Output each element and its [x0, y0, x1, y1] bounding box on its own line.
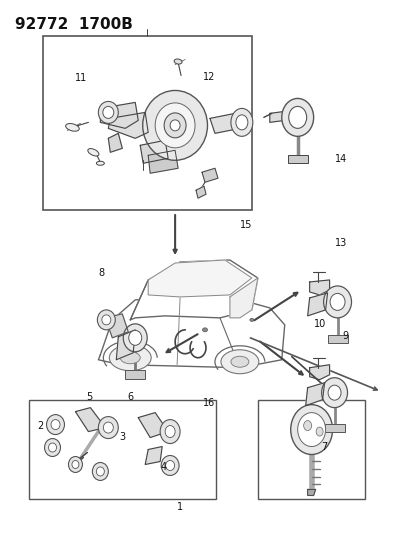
Ellipse shape — [329, 294, 344, 310]
Text: 4: 4 — [160, 463, 166, 472]
Polygon shape — [269, 111, 284, 123]
Bar — [287, 155, 307, 163]
Ellipse shape — [102, 107, 114, 118]
Ellipse shape — [72, 461, 79, 469]
Ellipse shape — [48, 443, 56, 452]
Polygon shape — [202, 168, 217, 182]
Polygon shape — [305, 383, 324, 406]
Polygon shape — [130, 260, 257, 320]
Ellipse shape — [128, 330, 141, 345]
Polygon shape — [105, 314, 128, 338]
Ellipse shape — [142, 91, 207, 160]
Ellipse shape — [92, 463, 108, 480]
Polygon shape — [116, 330, 135, 360]
Text: 15: 15 — [240, 220, 252, 230]
Polygon shape — [307, 489, 315, 495]
Ellipse shape — [303, 421, 311, 431]
Text: 16: 16 — [202, 398, 215, 408]
Text: 7: 7 — [320, 442, 327, 452]
Ellipse shape — [235, 115, 247, 130]
Polygon shape — [140, 140, 168, 163]
Bar — [257, 400, 365, 499]
Ellipse shape — [98, 101, 118, 123]
Ellipse shape — [161, 456, 179, 475]
Ellipse shape — [290, 405, 332, 455]
Polygon shape — [196, 186, 206, 198]
Bar — [324, 424, 344, 432]
Text: 3: 3 — [119, 432, 125, 442]
Ellipse shape — [103, 422, 113, 433]
Polygon shape — [108, 112, 148, 139]
Ellipse shape — [97, 310, 115, 330]
Polygon shape — [309, 365, 329, 379]
Ellipse shape — [98, 417, 118, 439]
Polygon shape — [309, 280, 329, 295]
Polygon shape — [145, 447, 162, 464]
Ellipse shape — [327, 385, 340, 400]
Ellipse shape — [109, 345, 151, 371]
Bar — [125, 370, 145, 379]
Ellipse shape — [297, 413, 325, 447]
Ellipse shape — [45, 439, 60, 456]
Text: 2: 2 — [37, 421, 43, 431]
Polygon shape — [75, 408, 105, 432]
Ellipse shape — [174, 59, 182, 64]
Ellipse shape — [221, 350, 258, 374]
Ellipse shape — [202, 328, 207, 332]
Ellipse shape — [230, 108, 252, 136]
Bar — [43, 36, 251, 210]
Ellipse shape — [51, 419, 60, 430]
Ellipse shape — [170, 120, 180, 131]
Text: 8: 8 — [98, 269, 104, 278]
Ellipse shape — [323, 286, 351, 318]
Ellipse shape — [249, 318, 253, 321]
Ellipse shape — [316, 427, 322, 436]
Ellipse shape — [155, 103, 195, 148]
Polygon shape — [307, 293, 327, 316]
Polygon shape — [100, 102, 138, 128]
Ellipse shape — [66, 124, 79, 131]
Ellipse shape — [68, 456, 82, 472]
Text: 12: 12 — [202, 72, 215, 82]
Polygon shape — [108, 133, 122, 152]
Ellipse shape — [165, 461, 174, 471]
Ellipse shape — [96, 467, 104, 476]
Ellipse shape — [102, 315, 111, 325]
Text: 6: 6 — [127, 392, 133, 402]
Polygon shape — [98, 297, 284, 368]
Polygon shape — [229, 278, 257, 318]
Ellipse shape — [120, 352, 140, 364]
Bar — [28, 400, 216, 499]
Polygon shape — [138, 413, 168, 438]
Polygon shape — [148, 150, 178, 173]
Text: 10: 10 — [313, 319, 326, 329]
Polygon shape — [209, 114, 239, 133]
Ellipse shape — [288, 107, 306, 128]
Text: 13: 13 — [334, 238, 347, 247]
Text: 11: 11 — [75, 73, 87, 83]
Ellipse shape — [164, 113, 185, 138]
Ellipse shape — [96, 161, 104, 165]
Text: 14: 14 — [334, 154, 347, 164]
Text: 92772  1700B: 92772 1700B — [14, 17, 132, 31]
Ellipse shape — [230, 356, 248, 367]
Text: 9: 9 — [341, 330, 347, 341]
Bar — [327, 335, 347, 343]
Text: 1: 1 — [177, 502, 183, 512]
Text: 5: 5 — [86, 392, 93, 402]
Ellipse shape — [123, 324, 147, 352]
Ellipse shape — [88, 149, 99, 156]
Ellipse shape — [281, 99, 313, 136]
Ellipse shape — [160, 419, 180, 443]
Polygon shape — [148, 260, 251, 297]
Ellipse shape — [46, 415, 64, 434]
Ellipse shape — [165, 425, 175, 438]
Ellipse shape — [321, 378, 347, 408]
